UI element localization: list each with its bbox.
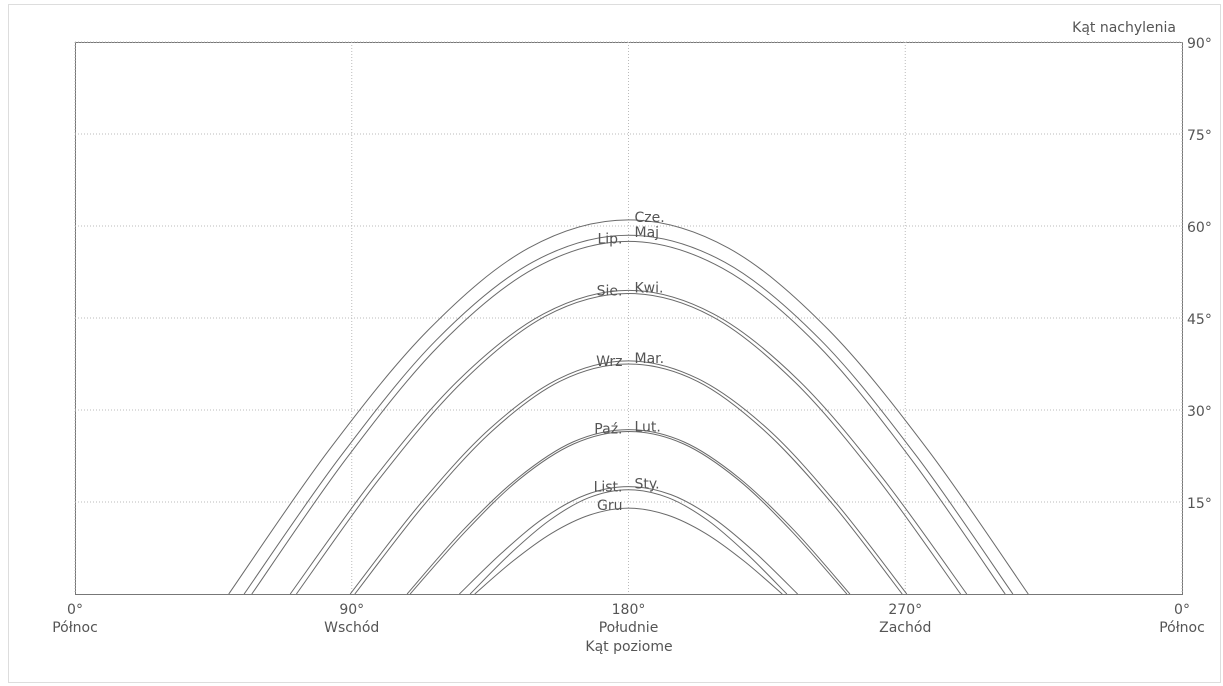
legend-label: Paź. xyxy=(594,421,622,437)
x-tick-label: 0° xyxy=(1174,602,1190,618)
legend-label: Gru xyxy=(597,498,622,514)
x-tick-name: Północ xyxy=(52,620,98,636)
sun-path-line xyxy=(409,430,848,595)
sun-path-line xyxy=(459,486,798,595)
y-tick-label: 90° xyxy=(1187,36,1212,52)
frame xyxy=(8,4,1221,683)
sun-path-line xyxy=(354,363,903,595)
legend-label: Wrz xyxy=(596,354,622,370)
legend-label: Lut. xyxy=(635,420,661,436)
x-tick-name: Północ xyxy=(1159,620,1205,636)
legend-label: Kwi. xyxy=(635,280,664,296)
y-tick-label: 45° xyxy=(1187,312,1212,328)
sun-path-line xyxy=(289,289,968,595)
legend-label: Sty. xyxy=(635,477,660,493)
x-tick-label: 0° xyxy=(67,602,83,618)
x-tick-label: 180° xyxy=(612,602,646,618)
y-tick-label: 15° xyxy=(1187,496,1212,512)
sun-path-line xyxy=(349,360,908,595)
legend-label: Sie. xyxy=(597,283,623,299)
sun-path-line xyxy=(295,292,962,595)
x-axis-label: Kąt poziome xyxy=(585,639,672,655)
x-tick-label: 270° xyxy=(888,602,922,618)
legend-label: List. xyxy=(594,480,623,496)
sun-path-line xyxy=(243,234,1014,595)
y-axis-label: Kąt nachylenia xyxy=(1072,20,1176,36)
x-tick-name: Zachód xyxy=(879,620,931,636)
sun-path-line xyxy=(469,489,788,595)
y-tick-label: 30° xyxy=(1187,404,1212,420)
sun-path-line xyxy=(228,219,1029,595)
legend-label: Mar. xyxy=(635,351,665,367)
legend-label: Cze. xyxy=(635,210,665,226)
sun-path-line xyxy=(406,429,851,595)
sun-path-line xyxy=(474,507,783,595)
legend-label: Lip. xyxy=(597,231,622,247)
y-tick-label: 60° xyxy=(1187,220,1212,236)
x-tick-name: Wschód xyxy=(324,620,379,636)
x-tick-name: Południe xyxy=(599,620,659,636)
y-tick-label: 75° xyxy=(1187,128,1212,144)
legend-label: Maj xyxy=(635,225,660,241)
sun-path-line xyxy=(251,240,1006,595)
x-tick-label: 90° xyxy=(339,602,364,618)
